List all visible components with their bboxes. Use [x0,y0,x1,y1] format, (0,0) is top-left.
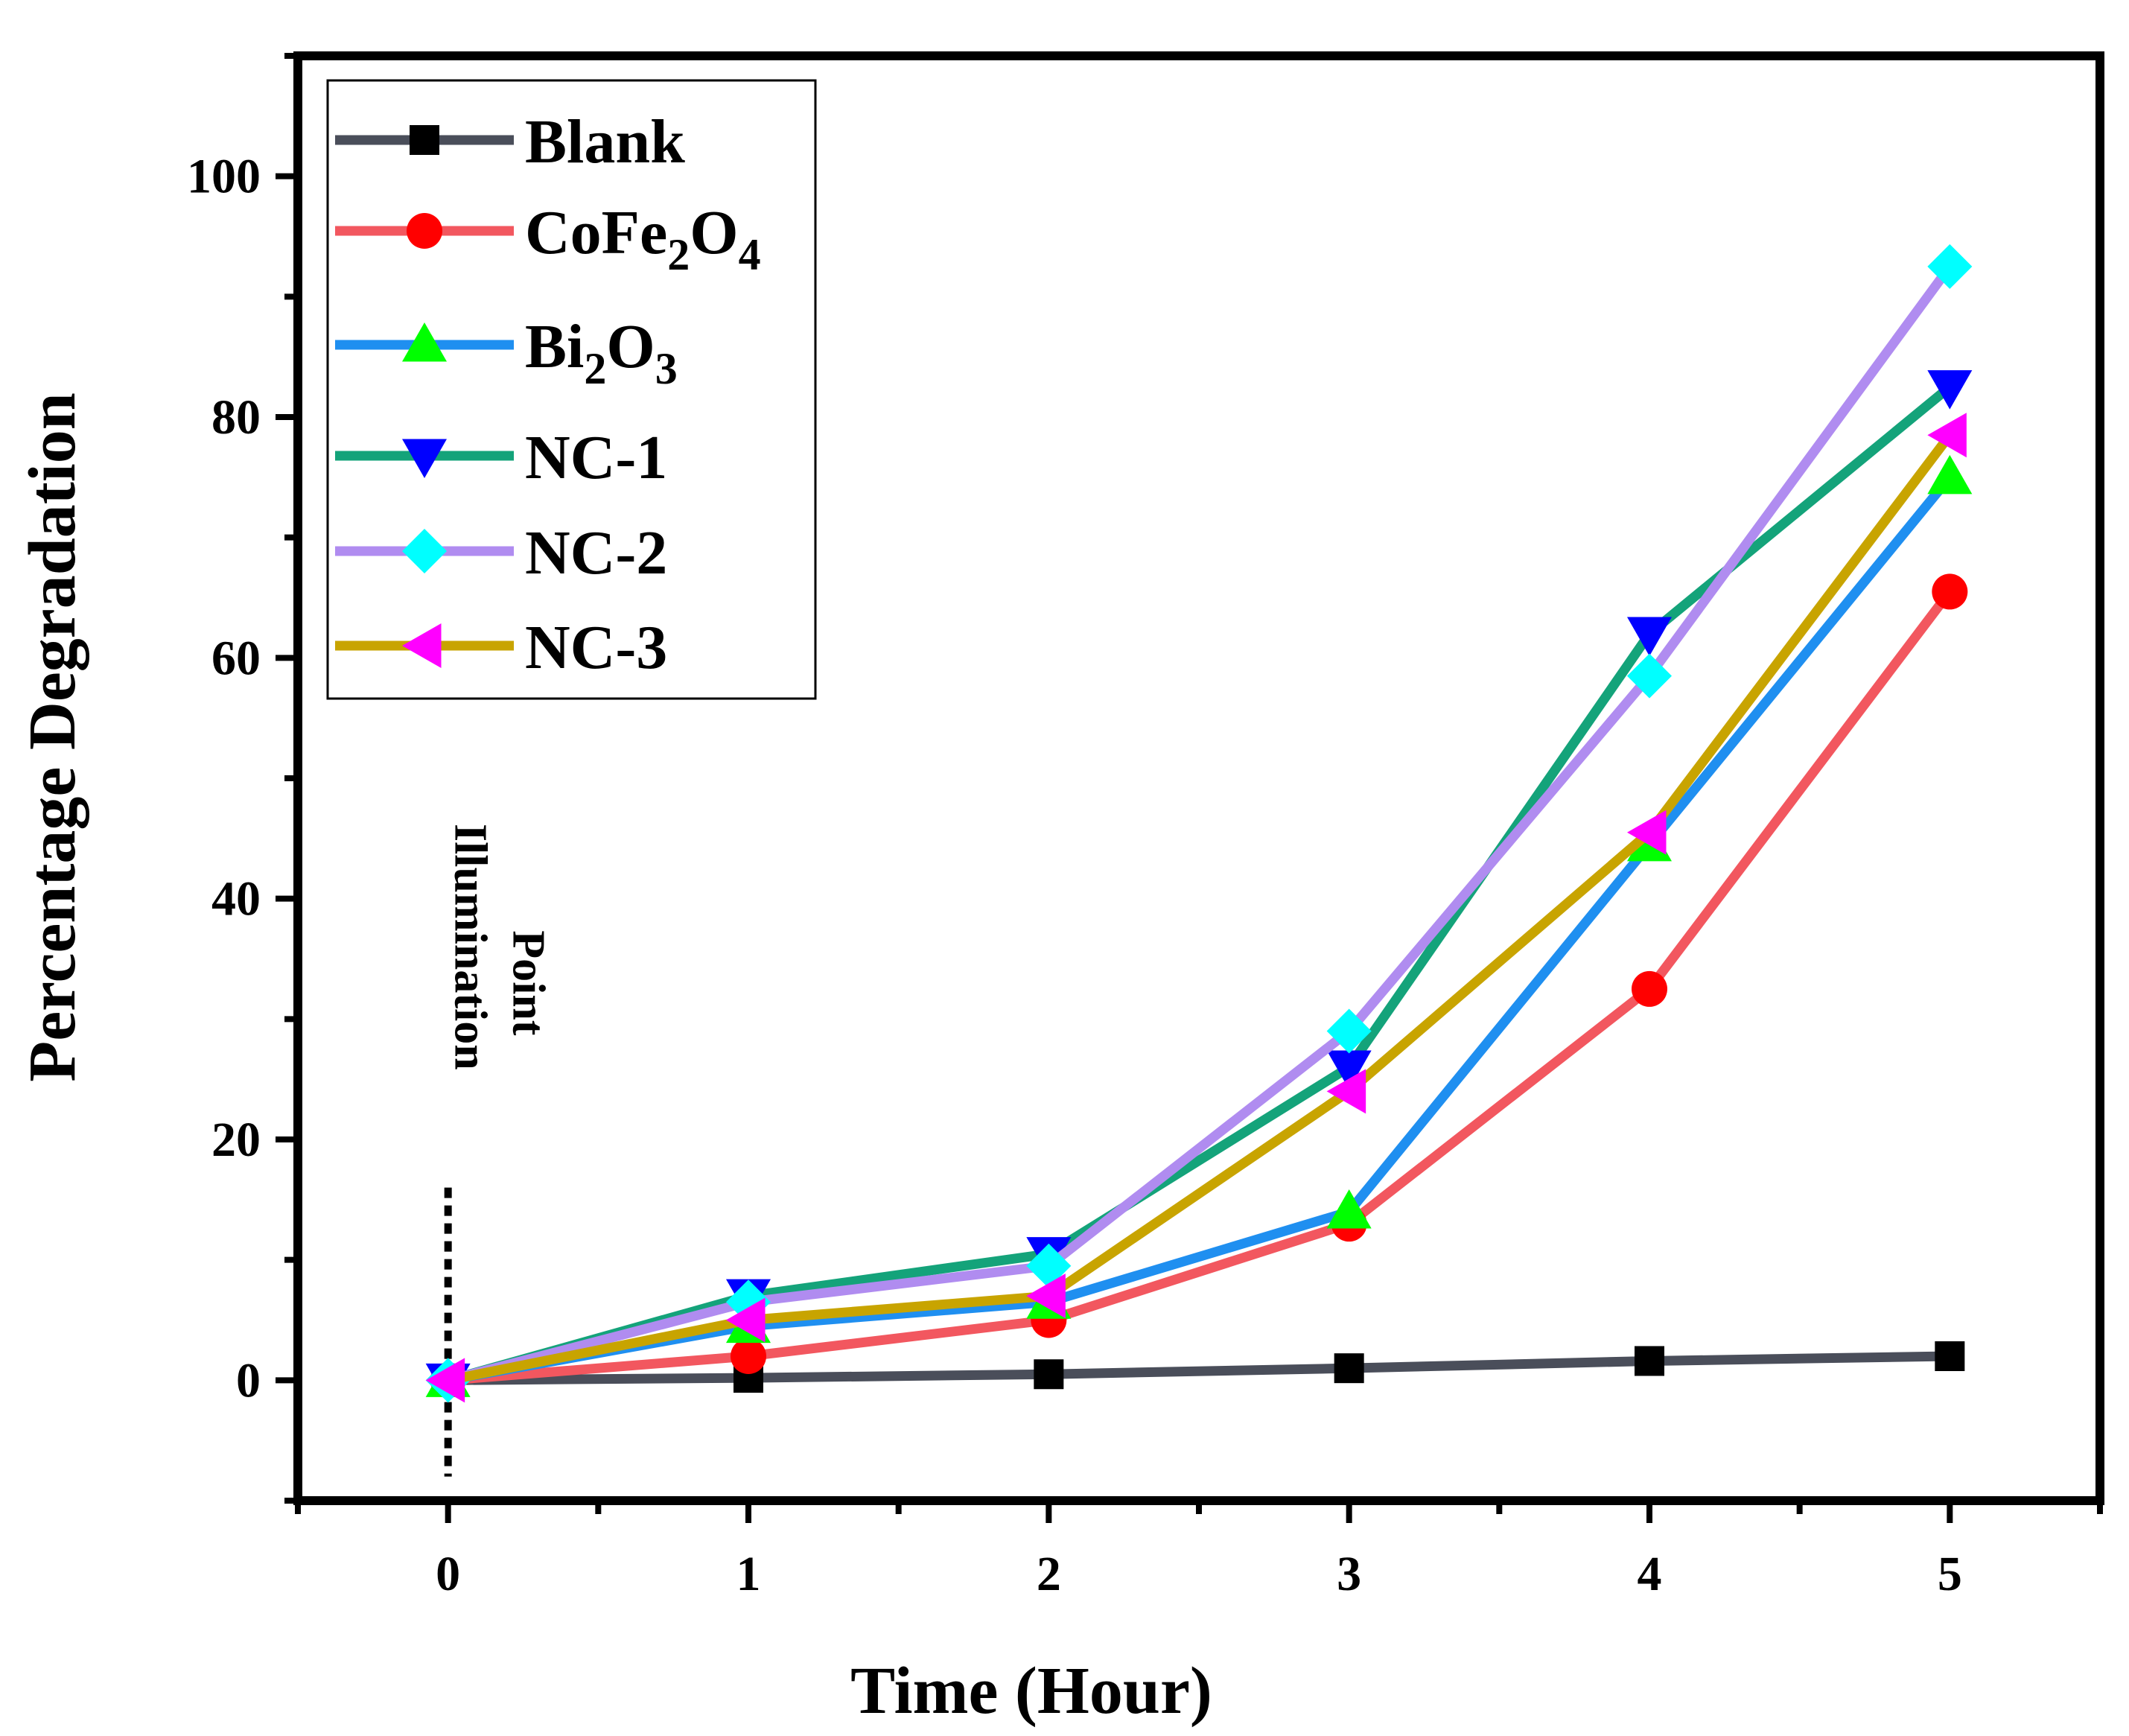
data-point-nc-1 [1627,617,1672,656]
data-point-blank [1334,1353,1364,1384]
y-tick-label: 60 [211,631,261,685]
legend-marker [402,322,447,362]
x-tick-label: 1 [736,1547,761,1601]
legend-item-bi2o3: Bi2O3 [335,312,678,393]
x-tick-label: 0 [436,1547,460,1601]
x-tick-label: 2 [1037,1547,1061,1601]
data-point-nc-2 [1927,244,1973,289]
legend-marker [402,623,442,668]
legend-label: Blank [525,107,685,177]
x-axis-title: Time (Hour) [850,1654,1212,1728]
y-tick-label: 100 [187,150,261,204]
data-point-nc-3 [1627,810,1667,855]
axes: 0 1 2 3 4 5 0 20 40 60 80 100 [187,53,2103,1601]
legend-label: Bi2O3 [525,312,678,393]
series-group [425,244,1973,1403]
data-point-blank [1935,1341,1965,1371]
data-point-nc-2 [1627,653,1672,699]
series-line-nc-1 [446,383,1953,1385]
data-point-nc-3 [1026,1274,1066,1319]
data-point-nc-2 [1326,1008,1372,1054]
series-line-cofe2o4 [448,588,1954,1385]
legend-marker [410,125,439,155]
x-tick-label: 5 [1938,1547,1962,1601]
y-tick-label: 20 [211,1113,261,1167]
x-tick-label: 4 [1638,1547,1662,1601]
illumination-annotation: Illumination Point [444,824,554,1477]
legend-item-blank: Blank [335,107,685,177]
data-point-nc-1 [1927,370,1973,410]
annotation-text: Point [503,930,554,1036]
y-tick-label: 40 [211,872,261,926]
legend-item-nc-1: NC-1 [335,423,667,492]
data-point-cofe2o4 [1632,970,1667,1007]
legend-item-nc-3: NC-3 [335,613,667,682]
series-line-bi2o3 [447,474,1954,1385]
data-point-nc-3 [726,1297,766,1343]
series-line-nc-3 [447,432,1954,1385]
data-point-cofe2o4 [731,1338,766,1374]
data-point-nc-3 [1326,1069,1366,1114]
data-point-nc-3 [425,1358,465,1403]
x-tick-label: 3 [1337,1547,1361,1601]
legend-marker [407,213,442,249]
data-point-blank [1635,1346,1664,1376]
legend-marker [402,529,447,573]
legend-box [326,79,817,700]
y-tick-label: 80 [211,390,261,445]
legend-label: NC-3 [525,613,667,682]
data-point-nc-3 [1927,413,1967,458]
series-blank [433,1341,1965,1396]
data-point-bi2o3 [1927,454,1973,495]
legend-label: NC-2 [525,518,667,588]
legend-item-nc-2: NC-2 [335,518,667,588]
legend-item-cofe2o4: CoFe2O4 [335,198,761,279]
series-nc-3 [425,413,1967,1403]
y-axis-title: Percentage Degradation [16,392,89,1082]
y-tick-label: 0 [236,1353,261,1408]
legend-label: CoFe2O4 [525,198,761,279]
data-point-bi2o3 [1326,1189,1372,1229]
annotation-text: Illumination [445,824,496,1070]
series-line-blank [448,1351,1950,1385]
data-point-nc-1 [1326,1050,1372,1090]
series-line-nc-2 [447,264,1954,1385]
legend: Blank CoFe2O4 Bi2O3 NC-1 NC-2 NC-3 [326,79,817,700]
data-point-blank [1034,1359,1064,1390]
legend-marker [402,439,447,478]
data-point-cofe2o4 [1932,573,1968,610]
legend-label: NC-1 [525,423,667,492]
